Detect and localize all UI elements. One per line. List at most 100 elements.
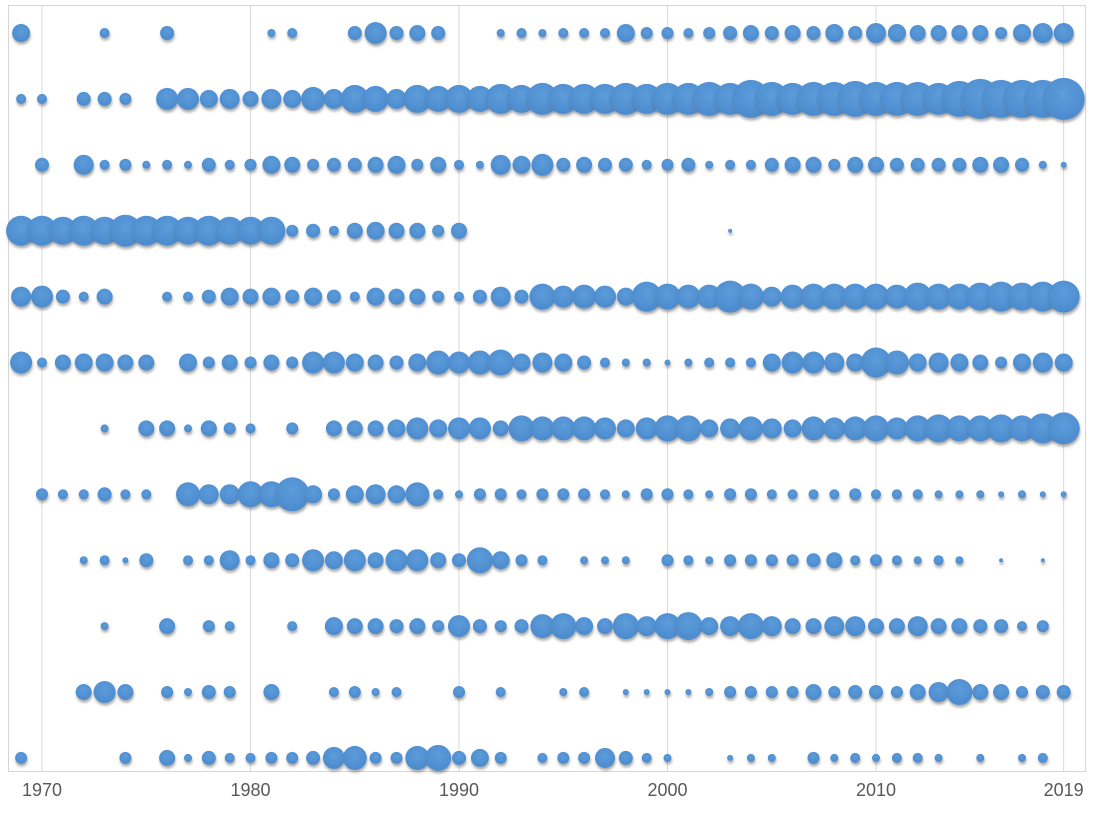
- bubble: [824, 616, 845, 637]
- bubble: [703, 27, 716, 39]
- bubble: [765, 554, 778, 567]
- bubble: [866, 23, 886, 43]
- bubble: [242, 90, 259, 107]
- bubble: [595, 747, 615, 768]
- bubble: [514, 619, 529, 634]
- bubble: [618, 750, 633, 765]
- bubble: [1056, 685, 1071, 699]
- bubble: [781, 351, 804, 374]
- bubble: [559, 688, 568, 696]
- bubble: [371, 688, 380, 696]
- bubble: [403, 84, 432, 113]
- bubble: [1018, 490, 1026, 499]
- bubble: [863, 283, 889, 310]
- bubble: [621, 556, 630, 565]
- bubble: [951, 618, 968, 635]
- bubble: [720, 616, 741, 637]
- bubble: [697, 284, 722, 309]
- bubble: [95, 353, 114, 372]
- bubble: [307, 158, 320, 171]
- bubble: [219, 550, 240, 571]
- bubble: [972, 25, 989, 41]
- bubble: [430, 156, 447, 173]
- bubble: [244, 356, 257, 369]
- x-tick-label: 2019: [1043, 780, 1084, 800]
- bubble: [409, 288, 426, 305]
- bubble: [891, 752, 902, 763]
- bubble: [346, 618, 363, 635]
- bubble: [762, 353, 781, 372]
- bubble: [765, 686, 778, 698]
- bubble: [141, 489, 152, 500]
- bubble: [569, 83, 600, 114]
- bubble: [366, 221, 385, 240]
- bubble: [100, 424, 109, 433]
- bubble: [263, 684, 280, 700]
- bubble: [473, 488, 486, 501]
- bubble: [951, 25, 968, 41]
- bubble: [635, 417, 658, 440]
- bubble: [347, 26, 362, 40]
- bubble: [532, 352, 553, 373]
- bubble: [346, 222, 363, 239]
- bubble: [325, 420, 342, 437]
- bubble: [972, 354, 989, 371]
- bubble: [955, 556, 964, 565]
- bubble: [411, 158, 424, 171]
- bubble: [805, 684, 822, 700]
- bubble: [552, 285, 575, 308]
- bubble: [868, 156, 884, 173]
- bubble: [265, 751, 278, 764]
- bubble: [367, 354, 384, 371]
- bubble: [643, 689, 650, 695]
- bubble: [558, 28, 569, 38]
- bubble: [201, 289, 216, 304]
- bubble: [324, 617, 343, 636]
- bubble: [138, 354, 155, 371]
- bubble: [433, 489, 444, 500]
- bubble: [909, 684, 926, 700]
- bubble: [636, 616, 657, 637]
- bubble: [345, 353, 364, 372]
- bubble: [642, 358, 651, 367]
- bubble: [830, 753, 839, 762]
- bubble: [432, 224, 445, 237]
- bubble: [109, 214, 142, 247]
- bubble: [704, 357, 715, 368]
- bubble: [183, 291, 193, 302]
- bubble: [200, 420, 217, 437]
- bubble: [913, 556, 922, 565]
- bubble: [27, 215, 57, 246]
- bubble: [78, 291, 89, 302]
- bubble: [725, 357, 736, 368]
- bubble: [388, 288, 405, 305]
- bubble: [824, 352, 845, 373]
- bubble: [75, 684, 92, 700]
- bubble: [202, 356, 215, 369]
- bubble: [999, 558, 1004, 563]
- bubble: [934, 753, 943, 762]
- bubble: [386, 88, 407, 109]
- bubble: [884, 284, 909, 309]
- bubble: [1039, 491, 1046, 498]
- bubble: [285, 289, 300, 304]
- bubble: [11, 286, 32, 307]
- bubble: [821, 283, 848, 310]
- bubble: [600, 28, 610, 38]
- bubble: [764, 157, 779, 172]
- bubble: [326, 157, 341, 172]
- bubble: [946, 283, 973, 310]
- bubble: [931, 157, 946, 172]
- bubble: [725, 159, 736, 170]
- bubble: [198, 484, 219, 505]
- bubble: [674, 612, 703, 641]
- bubble: [455, 490, 463, 499]
- bubble: [783, 419, 802, 438]
- bubble: [598, 157, 612, 172]
- bubble: [287, 621, 298, 632]
- bubble: [364, 22, 387, 44]
- bubble: [97, 91, 112, 106]
- bubble: [786, 554, 799, 567]
- bubble: [516, 489, 527, 500]
